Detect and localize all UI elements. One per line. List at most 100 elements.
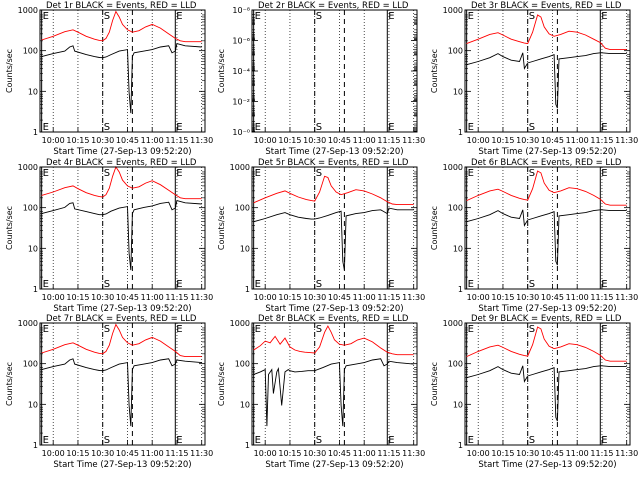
x-tick-label: 10:15 — [491, 293, 514, 302]
plot-frame — [464, 166, 631, 290]
x-tick-label: 11:00 — [353, 449, 376, 458]
events-series-line — [253, 207, 414, 271]
lld-series-line — [466, 14, 627, 51]
event-marker-label: E — [176, 122, 182, 133]
y-tick-label: 1000 — [443, 163, 463, 172]
events-series-line — [253, 358, 414, 427]
panel-det-3: Det 3r BLACK = Events, RED = LLD 1 10 100 10… — [430, 1, 638, 157]
y-tick-label: 10⁻⁰ — [232, 128, 250, 137]
x-tick-label: 11:15 — [590, 136, 613, 145]
event-marker-label: E — [255, 435, 261, 446]
event-marker-label: E — [255, 324, 261, 335]
event-marker-label: E — [176, 279, 182, 290]
x-tick-label: 10:30 — [91, 293, 114, 302]
event-marker-label: E — [388, 122, 394, 133]
y-axis-label: Counts/sec — [217, 362, 226, 406]
y-axis-label: Counts/sec — [5, 362, 14, 406]
event-marker-label: E — [468, 168, 474, 179]
x-tick-label: 10:00 — [42, 293, 65, 302]
y-tick-label: 100 — [448, 204, 463, 213]
x-tick-label: 11:15 — [165, 449, 188, 458]
panel-det-1: Det 1r BLACK = Events, RED = LLD 1 10 100 10… — [5, 1, 213, 157]
x-axis-label: Start Time (27-Sep-13 09:52:20) — [53, 304, 191, 314]
y-tick-label: 100 — [23, 204, 38, 213]
event-marker-label: S — [104, 168, 110, 179]
x-tick-label: 11:00 — [566, 136, 589, 145]
event-marker-label: E — [468, 435, 474, 446]
x-tick-label: 10:30 — [91, 136, 114, 145]
y-axis-label: Counts/sec — [217, 206, 226, 250]
x-tick-label: 10:00 — [254, 449, 277, 458]
panel-det-8: Det 8r BLACK = Events, RED = LLD 1 10 100 10… — [217, 314, 425, 470]
x-tick-label: 11:30 — [615, 136, 638, 145]
x-tick-label: 10:00 — [42, 449, 65, 458]
plot-frame — [39, 166, 206, 290]
event-marker-label: E — [43, 435, 49, 446]
event-marker-label: S — [104, 122, 110, 133]
event-marker-label: E — [255, 11, 261, 22]
x-tick-label: 11:00 — [141, 293, 164, 302]
x-tick-label: 11:00 — [353, 293, 376, 302]
panel-title: Det 4r BLACK = Events, RED = LLD — [46, 158, 197, 168]
y-tick-label: 1000 — [230, 319, 250, 328]
event-marker-label: E — [388, 324, 394, 335]
x-tick-label: 10:30 — [303, 136, 326, 145]
lld-series-line — [466, 170, 627, 206]
plot-frame — [464, 322, 631, 446]
x-tick-label: 11:15 — [377, 136, 400, 145]
event-marker-label: E — [388, 279, 394, 290]
x-tick-label: 11:15 — [377, 293, 400, 302]
x-tick-label: 10:15 — [66, 293, 89, 302]
x-tick-label: 10:15 — [491, 449, 514, 458]
x-axis-label: Start Time (27-Sep-13 09:52:20) — [478, 304, 616, 314]
event-marker-label: S — [316, 324, 322, 335]
panel-title: Det 6r BLACK = Events, RED = LLD — [471, 158, 622, 168]
event-marker-label: S — [529, 279, 535, 290]
plot-frame — [39, 9, 206, 133]
x-tick-label: 10:15 — [66, 449, 89, 458]
y-tick-label: 1000 — [230, 163, 250, 172]
events-series-line — [466, 365, 627, 422]
y-tick-label: 10 — [240, 244, 250, 253]
y-tick-label: 10⁻² — [232, 98, 250, 107]
y-tick-label: 1000 — [18, 163, 38, 172]
y-tick-label: 1000 — [18, 6, 38, 15]
lld-series-line — [41, 165, 202, 200]
lld-series-line — [41, 10, 202, 43]
x-tick-label: 11:30 — [615, 293, 638, 302]
event-marker-label: E — [388, 435, 394, 446]
event-marker-label: E — [601, 168, 607, 179]
event-marker-label: S — [104, 324, 110, 335]
event-marker-label: E — [601, 11, 607, 22]
x-axis-label: Start Time (27-Sep-13 09:52:20) — [53, 147, 191, 157]
y-axis-label: Counts/sec — [430, 49, 439, 93]
x-axis-label: Start Time (27-Sep-13 09:52:20) — [265, 460, 403, 470]
panel-det-6: Det 6r BLACK = Events, RED = LLD 1 10 100 10… — [430, 158, 638, 314]
event-marker-label: E — [43, 279, 49, 290]
events-series-line — [41, 200, 202, 271]
lld-series-line — [253, 325, 414, 356]
event-marker-label: S — [316, 279, 322, 290]
event-marker-label: E — [43, 122, 49, 133]
x-tick-label: 11:00 — [141, 136, 164, 145]
x-tick-label: 10:00 — [254, 293, 277, 302]
plot-frame — [39, 322, 206, 446]
event-marker-label: E — [601, 279, 607, 290]
x-tick-label: 10:15 — [278, 293, 301, 302]
events-series-line — [41, 43, 202, 114]
event-marker-label: S — [316, 168, 322, 179]
y-tick-label: 10⁻⁶ — [232, 37, 250, 46]
x-tick-label: 11:15 — [377, 449, 400, 458]
y-tick-label: 100 — [448, 360, 463, 369]
y-tick-label: 10 — [453, 244, 463, 253]
event-marker-label: E — [388, 11, 394, 22]
event-marker-label: S — [529, 324, 535, 335]
panel-det-4: Det 4r BLACK = Events, RED = LLD 1 10 100 10… — [5, 158, 213, 314]
event-marker-label: S — [316, 435, 322, 446]
x-tick-label: 10:30 — [303, 449, 326, 458]
event-marker-label: E — [601, 122, 607, 133]
event-marker-label: E — [255, 122, 261, 133]
y-tick-label: 10 — [28, 400, 38, 409]
y-tick-label: 10 — [28, 244, 38, 253]
x-tick-label: 11:15 — [590, 293, 613, 302]
